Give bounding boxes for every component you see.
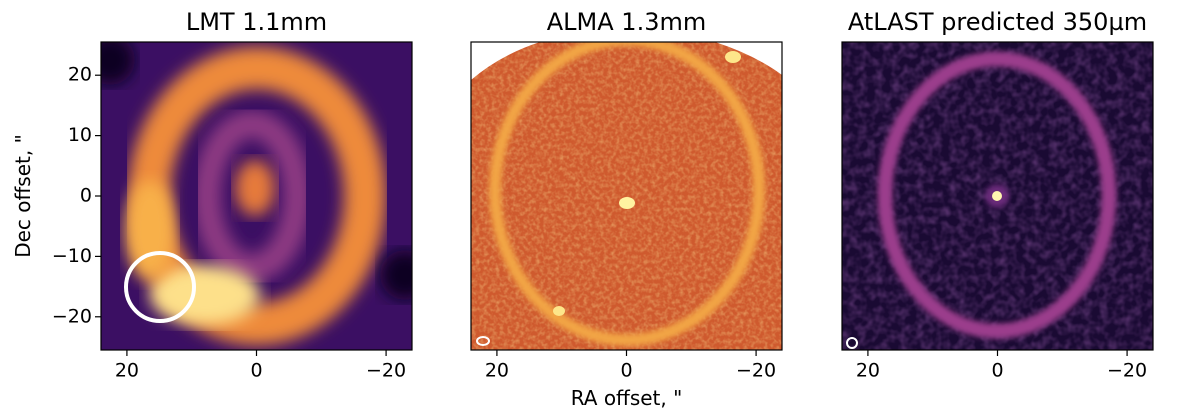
y-tick-label: −10 xyxy=(52,245,92,267)
alma-image xyxy=(471,42,782,350)
x-tick-label: −20 xyxy=(366,360,406,382)
x-tick-label: 0 xyxy=(250,360,262,382)
y-tick-label: −20 xyxy=(52,305,92,327)
x-tick-label: 20 xyxy=(856,360,880,382)
x-tick-label: −20 xyxy=(736,360,776,382)
x-axis-label: RA offset, " xyxy=(571,386,683,410)
x-tick-label: 0 xyxy=(991,360,1003,382)
y-axis-label: Dec offset, " xyxy=(11,134,35,258)
x-tick-label: 0 xyxy=(620,360,632,382)
panel-title: ALMA 1.3mm xyxy=(547,8,706,36)
x-tick-label: 20 xyxy=(485,360,509,382)
y-tick-label: 0 xyxy=(80,185,92,207)
y-tick-label: 20 xyxy=(68,64,92,86)
x-tick-label: −20 xyxy=(1107,360,1147,382)
atlast-image xyxy=(842,42,1153,350)
x-tick-label: 20 xyxy=(115,360,139,382)
panel-title: AtLAST predicted 350µm xyxy=(848,8,1147,36)
lmt-image xyxy=(101,42,412,350)
panel-title: LMT 1.1mm xyxy=(186,8,327,36)
y-tick-label: 10 xyxy=(68,124,92,146)
